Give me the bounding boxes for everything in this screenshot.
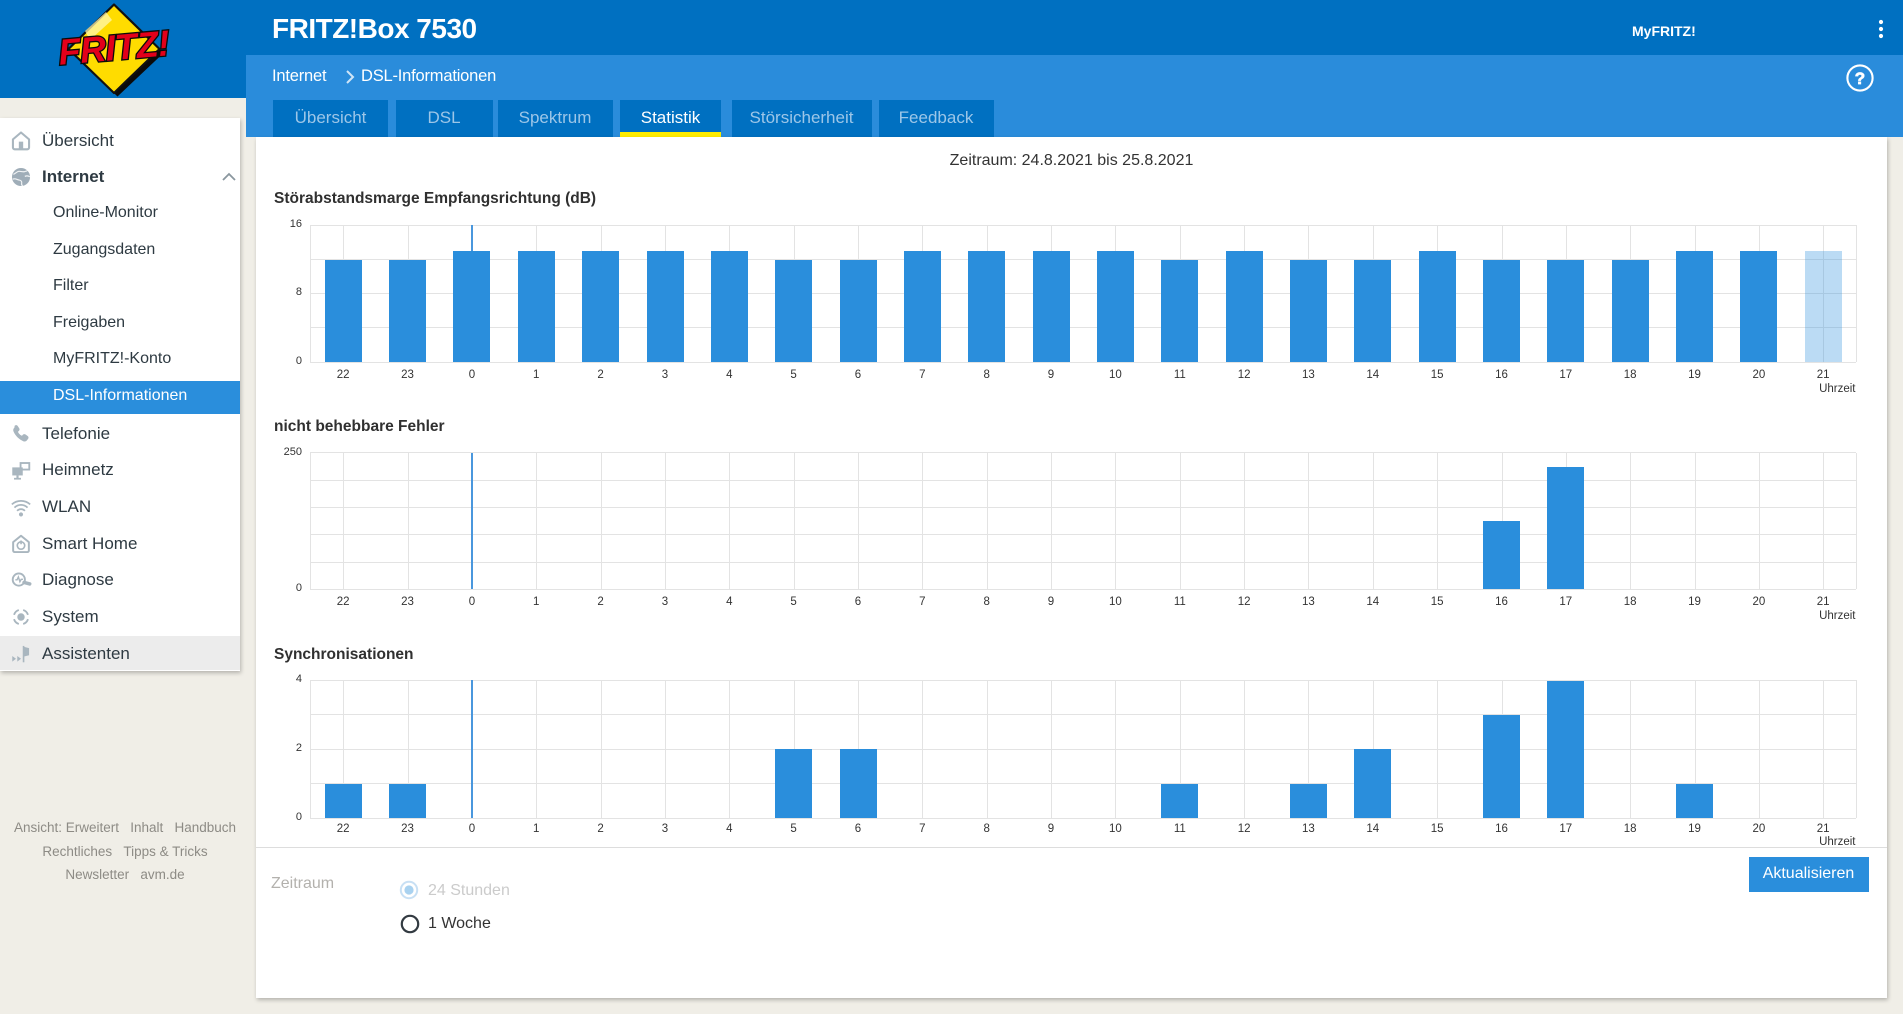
svg-text:FRITZ!: FRITZ! [57,22,172,73]
svg-text:?: ? [1855,69,1865,88]
